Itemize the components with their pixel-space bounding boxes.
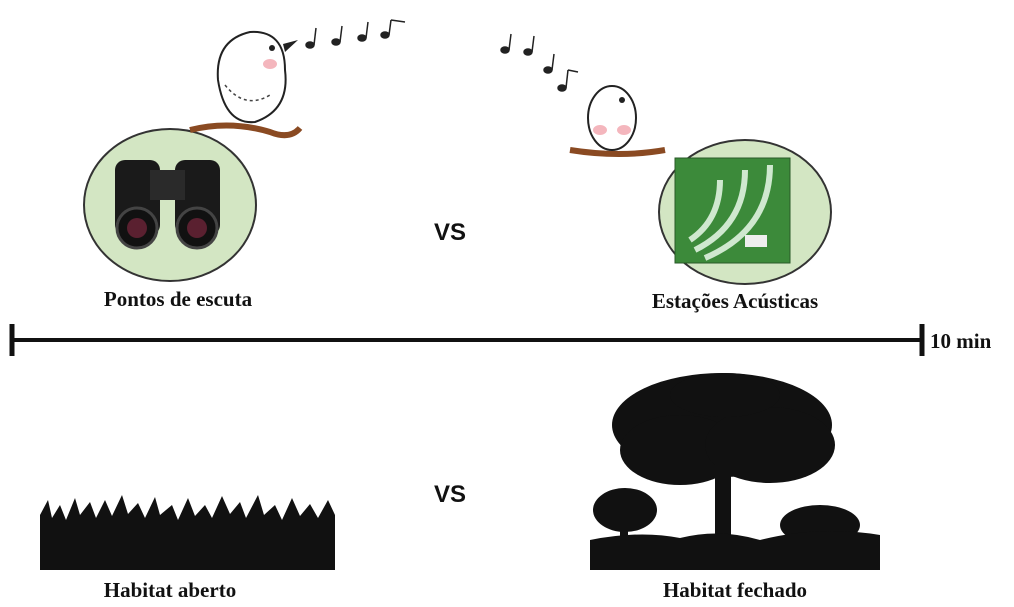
left-label: Pontos de escuta xyxy=(104,287,253,311)
bird-left xyxy=(189,30,303,139)
binoculars-icon xyxy=(83,128,257,282)
music-notes xyxy=(305,19,406,49)
timeline-label: 10 min xyxy=(930,329,992,353)
habitat-closed-label: Habitat fechado xyxy=(663,578,807,602)
timeline xyxy=(9,324,925,356)
bird-right xyxy=(569,85,666,157)
right-label: Estações Acústicas xyxy=(652,289,818,313)
vs-label: VS xyxy=(434,219,466,246)
forest-silhouette xyxy=(590,373,880,570)
grass-silhouette xyxy=(40,495,335,570)
vs-label: VS xyxy=(434,481,466,508)
music-notes xyxy=(500,33,579,92)
habitat-open-label: Habitat aberto xyxy=(104,578,236,602)
recorder-icon xyxy=(658,139,832,285)
